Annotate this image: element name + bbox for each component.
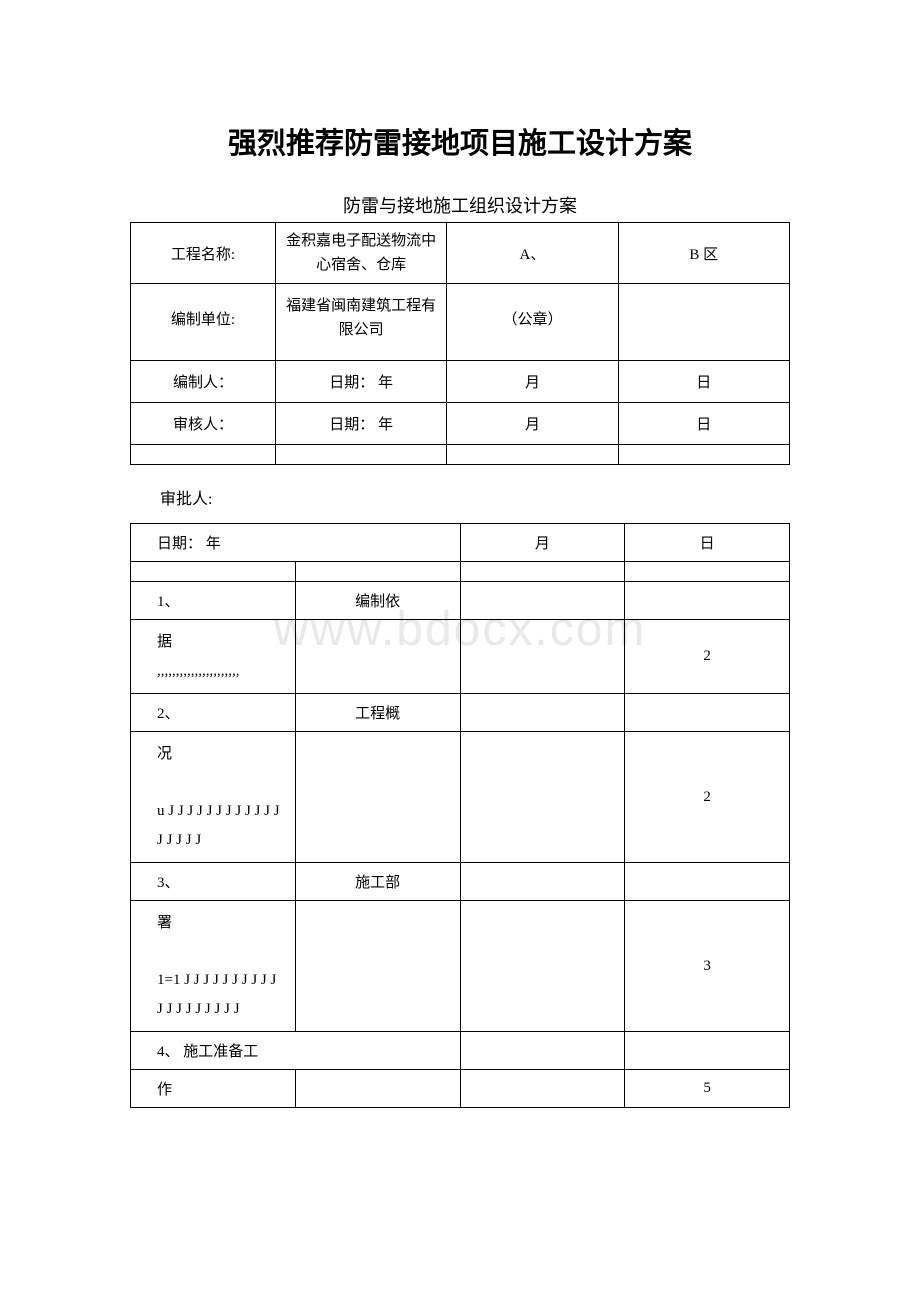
- table-row: 2、 工程概: [131, 694, 790, 732]
- cell-zuo: 作: [131, 1070, 296, 1108]
- cell-a: A、: [447, 223, 618, 284]
- table-row: 3、 施工部: [131, 863, 790, 901]
- table-row: 据 ,,,,,,,,,,,,,,,,,,,,,, 2: [131, 620, 790, 694]
- cell-empty: [618, 445, 789, 465]
- sub-title: 防雷与接地施工组织设计方案: [130, 192, 790, 218]
- label-project-name: 工程名称:: [131, 223, 276, 284]
- cell-month: 月: [447, 361, 618, 403]
- cell-date-year: 日期： 年: [275, 403, 446, 445]
- cell-empty: [447, 445, 618, 465]
- cell-empty: [460, 863, 625, 901]
- cell-num-1: 1、: [131, 582, 296, 620]
- cell-empty: [625, 582, 790, 620]
- table-row: 作 5: [131, 1070, 790, 1108]
- cell-empty: [275, 445, 446, 465]
- table-row-empty: [131, 562, 790, 582]
- table-row: 署 1=1 J J J J J J J J J J J J J J J J J …: [131, 901, 790, 1032]
- table-row-empty: [131, 445, 790, 465]
- cell-kuang: 况 u J J J J J J J J J J J J J J J J J: [131, 732, 296, 863]
- cell-empty: [295, 901, 460, 1032]
- toc-table: 日期： 年 月 日 1、 编制依 据 ,,,,,,,,,,,,,,,,,,,,,…: [130, 523, 790, 1108]
- table-row: 日期： 年 月 日: [131, 524, 790, 562]
- cell-empty: [460, 1070, 625, 1108]
- cell-empty: [460, 582, 625, 620]
- cell-month: 月: [460, 524, 625, 562]
- cell-page-3: 3: [625, 901, 790, 1032]
- cell-month: 月: [447, 403, 618, 445]
- cell-date-year: 日期： 年: [275, 361, 446, 403]
- cell-num-4: 4、 施工准备工: [131, 1032, 461, 1070]
- table-row: 编制单位: 福建省闽南建筑工程有限公司 （公章）: [131, 284, 790, 361]
- cell-num-3: 3、: [131, 863, 296, 901]
- cell-overview: 工程概: [295, 694, 460, 732]
- cell-page-2: 2: [625, 620, 790, 694]
- cell-empty: [460, 562, 625, 582]
- table-row: 1、 编制依: [131, 582, 790, 620]
- cell-empty: [460, 732, 625, 863]
- label-compiler: 编制人：: [131, 361, 276, 403]
- cell-empty: [625, 863, 790, 901]
- cell-empty: [460, 694, 625, 732]
- cell-page-2: 2: [625, 732, 790, 863]
- cell-empty: [460, 1032, 625, 1070]
- label-reviewer: 审核人：: [131, 403, 276, 445]
- cell-day: 日: [618, 403, 789, 445]
- cell-b-zone: B 区: [618, 223, 789, 284]
- info-table: 工程名称: 金积嘉电子配送物流中心宿舍、仓库 A、 B 区 编制单位: 福建省闽…: [130, 222, 790, 465]
- cell-empty: [460, 901, 625, 1032]
- value-compiling-unit: 福建省闽南建筑工程有限公司: [275, 284, 446, 361]
- cell-page-5: 5: [625, 1070, 790, 1108]
- cell-day: 日: [625, 524, 790, 562]
- approver-label: 审批人:: [130, 485, 790, 509]
- cell-empty: [131, 445, 276, 465]
- cell-ju: 据 ,,,,,,,,,,,,,,,,,,,,,,: [131, 620, 296, 694]
- cell-empty: [625, 1032, 790, 1070]
- cell-shu: 署 1=1 J J J J J J J J J J J J J J J J J …: [131, 901, 296, 1032]
- cell-basis: 编制依: [295, 582, 460, 620]
- cell-empty: [295, 620, 460, 694]
- cell-empty: [295, 1070, 460, 1108]
- cell-empty: [618, 284, 789, 361]
- cell-empty: [460, 620, 625, 694]
- cell-date-year: 日期： 年: [131, 524, 461, 562]
- cell-day: 日: [618, 361, 789, 403]
- table-row: 4、 施工准备工: [131, 1032, 790, 1070]
- value-project-name: 金积嘉电子配送物流中心宿舍、仓库: [275, 223, 446, 284]
- table-row: 编制人： 日期： 年 月 日: [131, 361, 790, 403]
- cell-empty: [625, 694, 790, 732]
- table-row: 审核人： 日期： 年 月 日: [131, 403, 790, 445]
- cell-empty: [131, 562, 296, 582]
- cell-empty: [625, 562, 790, 582]
- cell-empty: [295, 562, 460, 582]
- label-compiling-unit: 编制单位:: [131, 284, 276, 361]
- main-title: 强烈推荐防雷接地项目施工设计方案: [130, 120, 790, 162]
- cell-seal: （公章）: [447, 284, 618, 361]
- table-row: 况 u J J J J J J J J J J J J J J J J J 2: [131, 732, 790, 863]
- cell-deploy: 施工部: [295, 863, 460, 901]
- cell-empty: [295, 732, 460, 863]
- table-row: 工程名称: 金积嘉电子配送物流中心宿舍、仓库 A、 B 区: [131, 223, 790, 284]
- cell-num-2: 2、: [131, 694, 296, 732]
